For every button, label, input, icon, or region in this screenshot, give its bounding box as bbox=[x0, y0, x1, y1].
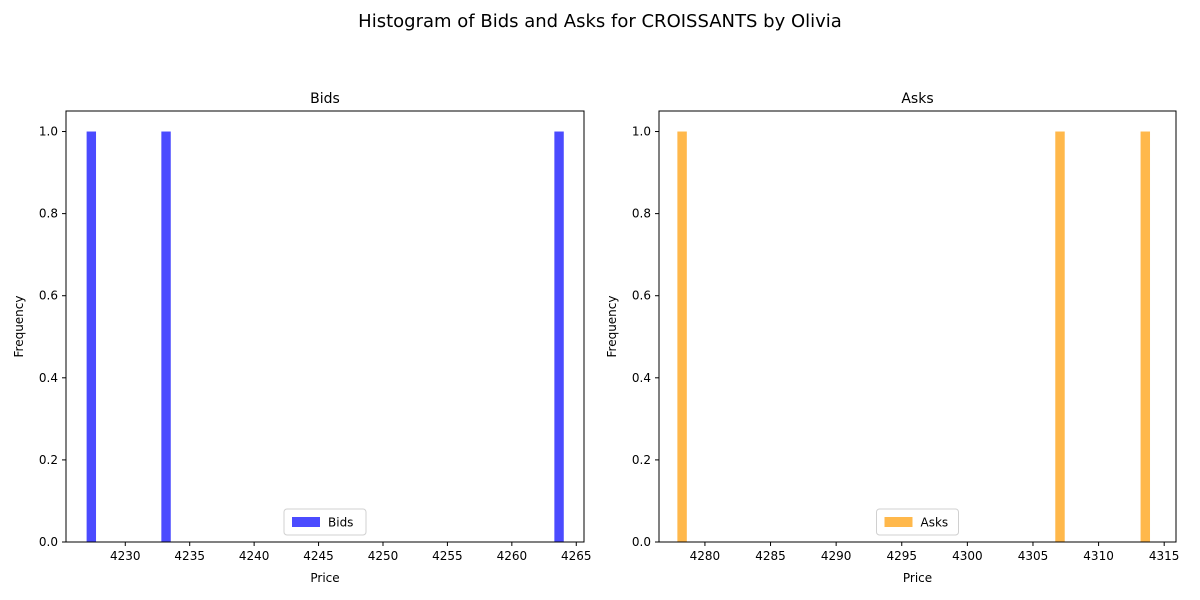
y-tick-label: 0.6 bbox=[632, 289, 651, 303]
x-tick-label: 4230 bbox=[110, 549, 141, 563]
legend-frame bbox=[876, 508, 959, 536]
x-tick-label: 4295 bbox=[886, 549, 917, 563]
histogram-bar bbox=[1055, 131, 1065, 542]
x-tick-label: 4250 bbox=[368, 549, 399, 563]
x-tick-label: 4235 bbox=[174, 549, 205, 563]
legend-swatch bbox=[292, 517, 320, 527]
subplot-title: Bids bbox=[310, 91, 340, 107]
y-tick-label: 0.0 bbox=[632, 535, 651, 549]
x-tick-label: 4240 bbox=[239, 549, 270, 563]
histogram-bar bbox=[86, 131, 97, 542]
subplot-title: Asks bbox=[901, 91, 933, 107]
y-tick-label: 0.0 bbox=[39, 535, 58, 549]
y-tick-label: 0.8 bbox=[632, 207, 651, 221]
x-tick-label: 4305 bbox=[1018, 549, 1049, 563]
subplot-asks: 4280 4285 4290 4295 4300 4305 4310 4315 0.0 0.2 0.… bbox=[605, 91, 1179, 585]
y-tick-label: 0.4 bbox=[632, 371, 651, 385]
legend-swatch bbox=[884, 517, 913, 527]
y-tick-label: 0.8 bbox=[39, 207, 58, 221]
x-tick-label: 4310 bbox=[1083, 549, 1114, 563]
legend-label: Bids bbox=[328, 516, 353, 530]
legend-frame bbox=[283, 508, 367, 536]
x-tick-label: 4280 bbox=[690, 549, 721, 563]
histogram-bar bbox=[1140, 131, 1151, 542]
x-tick-label: 4290 bbox=[821, 549, 852, 563]
y-tick-label: 1.0 bbox=[632, 125, 651, 139]
y-tick-label: 1.0 bbox=[39, 125, 58, 139]
x-axis-label: Price bbox=[310, 571, 339, 585]
y-tick-label: 0.2 bbox=[632, 453, 651, 467]
subplot-bids: 4230 4235 4240 4245 4250 4255 4260 4265 0.0 0.2 0.… bbox=[12, 91, 592, 585]
histogram-bar bbox=[161, 131, 171, 542]
legend-label: Asks bbox=[921, 516, 949, 530]
x-tick-label: 4260 bbox=[497, 549, 528, 563]
x-tick-label: 4255 bbox=[432, 549, 463, 563]
legend: Bids bbox=[283, 508, 367, 536]
x-axis-label: Price bbox=[903, 571, 932, 585]
plot-frame bbox=[65, 110, 585, 543]
histogram-bar bbox=[677, 131, 687, 542]
plot-frame bbox=[658, 110, 1177, 543]
x-tick-label: 4315 bbox=[1149, 549, 1180, 563]
y-axis-label: Frequency bbox=[12, 296, 26, 358]
y-axis-label: Frequency bbox=[605, 296, 619, 358]
x-tick-label: 4300 bbox=[952, 549, 983, 563]
y-tick-label: 0.2 bbox=[39, 453, 58, 467]
x-tick-label: 4245 bbox=[303, 549, 334, 563]
charts: 4230 4235 4240 4245 4250 4255 4260 4265 0.0 0.2 0.… bbox=[12, 91, 1179, 585]
x-tick-label: 4285 bbox=[755, 549, 786, 563]
legend: Asks bbox=[876, 508, 959, 536]
figure-suptitle: Histogram of Bids and Asks for CROISSANT… bbox=[358, 11, 842, 32]
y-tick-label: 0.4 bbox=[39, 371, 58, 385]
x-tick-label: 4265 bbox=[561, 549, 592, 563]
histogram-bar bbox=[554, 131, 564, 542]
y-tick-label: 0.6 bbox=[39, 289, 58, 303]
